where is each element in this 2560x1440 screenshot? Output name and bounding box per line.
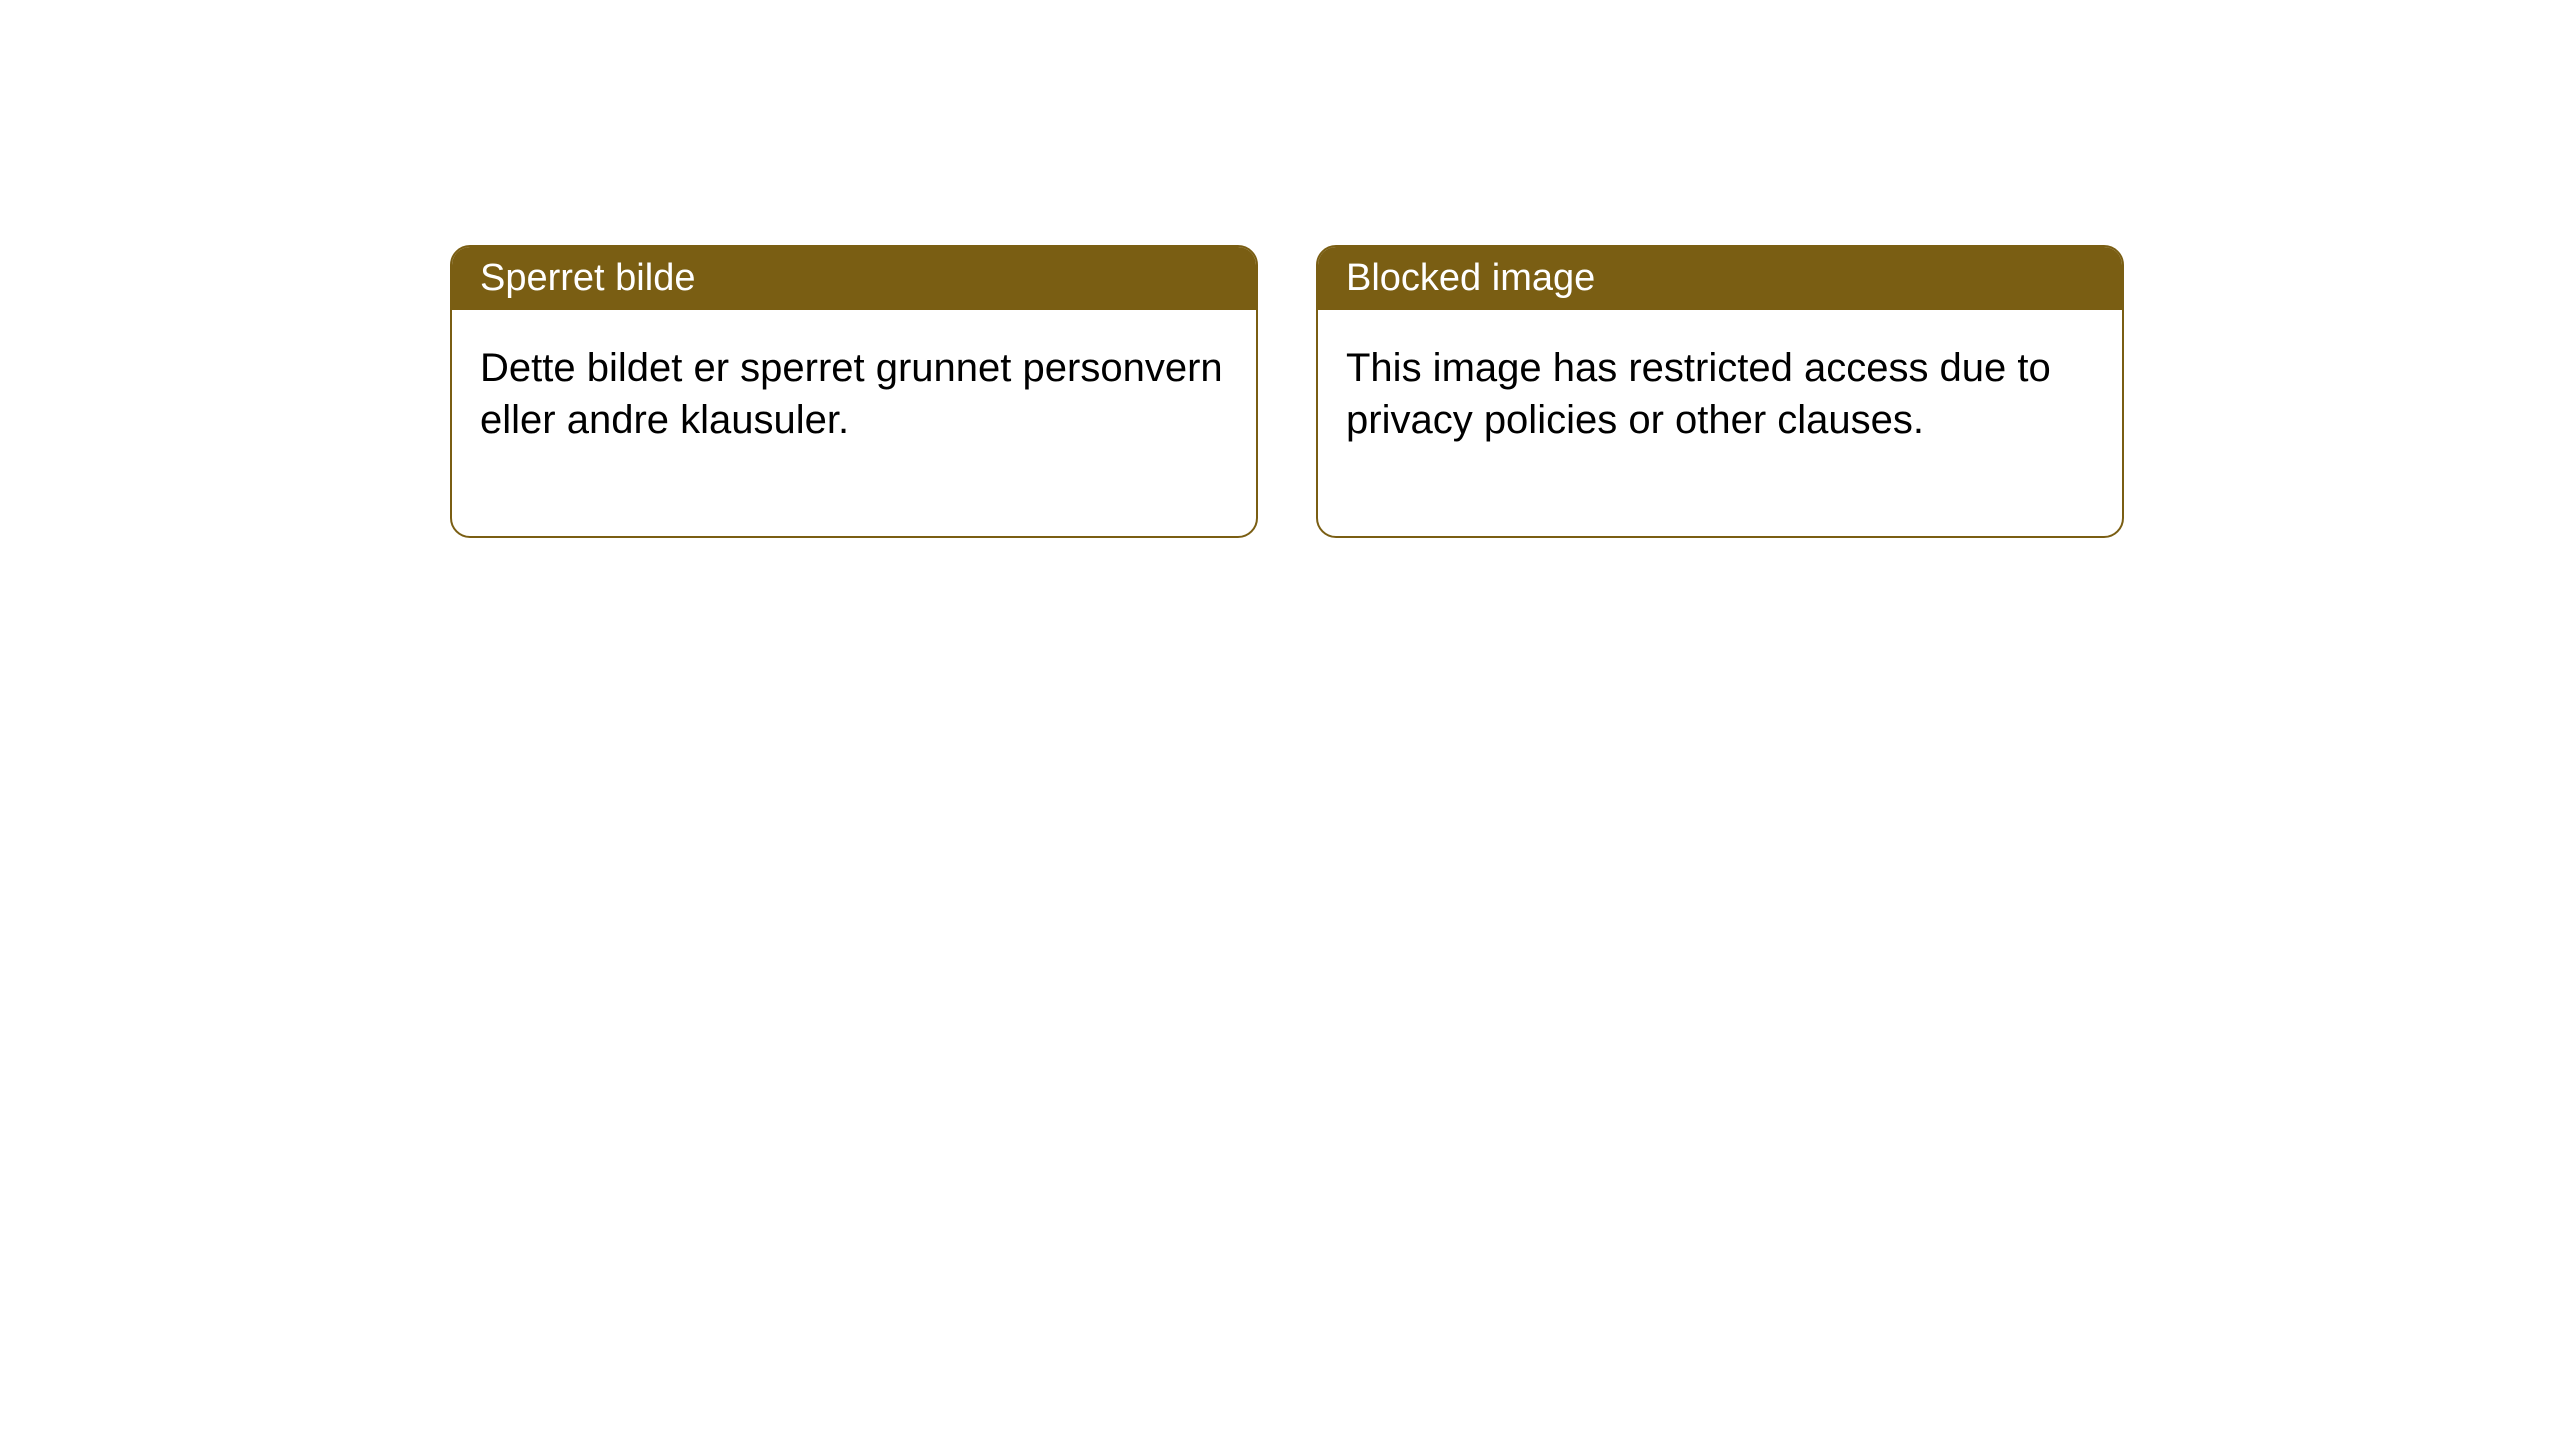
card-title-norwegian: Sperret bilde [480, 257, 695, 299]
cards-container: Sperret bilde Dette bildet er sperret gr… [0, 0, 2560, 538]
card-norwegian: Sperret bilde Dette bildet er sperret gr… [450, 245, 1258, 538]
card-body-norwegian: Dette bildet er sperret grunnet personve… [452, 310, 1256, 536]
card-text-english: This image has restricted access due to … [1346, 346, 2051, 442]
card-body-english: This image has restricted access due to … [1318, 310, 2122, 536]
card-header-norwegian: Sperret bilde [452, 247, 1256, 310]
card-text-norwegian: Dette bildet er sperret grunnet personve… [480, 346, 1223, 442]
card-header-english: Blocked image [1318, 247, 2122, 310]
card-title-english: Blocked image [1346, 257, 1595, 299]
card-english: Blocked image This image has restricted … [1316, 245, 2124, 538]
